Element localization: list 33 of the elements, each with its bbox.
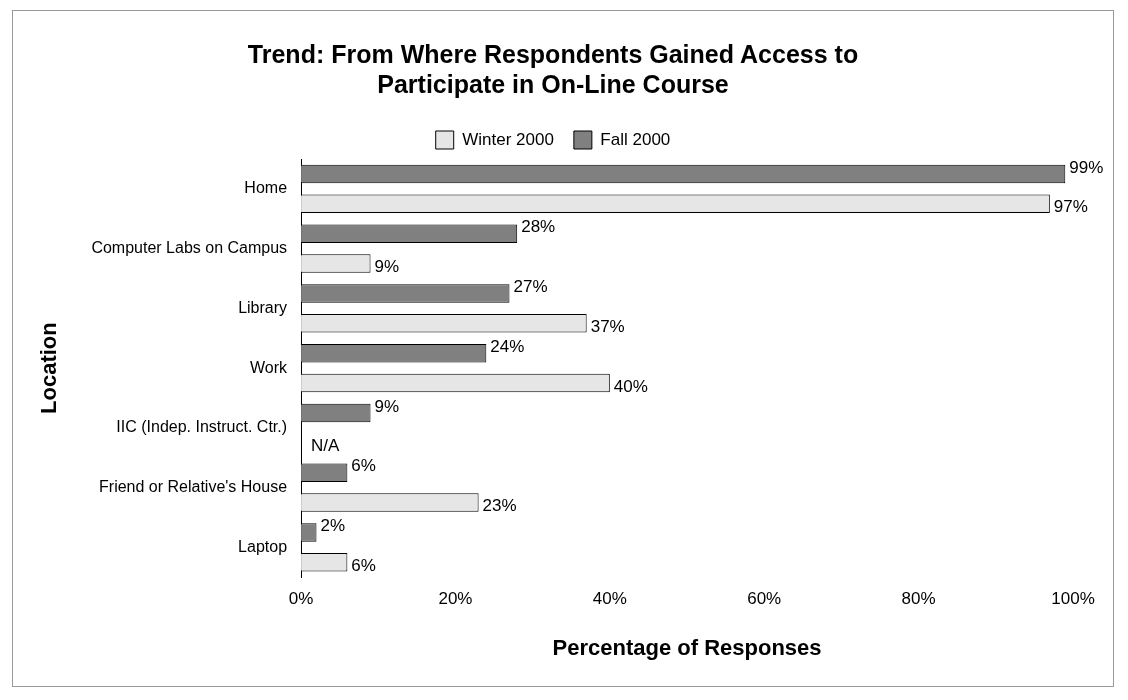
text: N/A bbox=[311, 436, 340, 456]
data-label: 6% bbox=[351, 456, 376, 476]
y-tick-label: Computer Labs on Campus bbox=[91, 239, 288, 257]
data-label: 97% bbox=[1053, 197, 1088, 217]
legend-label: Winter 2000 bbox=[462, 129, 554, 149]
x-tick-label: 100% bbox=[1051, 589, 1095, 609]
data-label: 27% bbox=[513, 277, 548, 297]
data-label: 99% bbox=[1069, 157, 1104, 177]
data-label: 9% bbox=[374, 257, 400, 277]
text: Participate in On-Line Course bbox=[377, 69, 729, 98]
data-label: 24% bbox=[490, 336, 525, 356]
y-tick-label: Library bbox=[238, 298, 288, 316]
x-tick-label: 20% bbox=[438, 589, 473, 609]
x-tick-label: 40% bbox=[592, 589, 627, 609]
y-tick-label: IIC (Indep. Instruct. Ctr.) bbox=[116, 418, 288, 436]
x-tick-label: 0% bbox=[288, 589, 314, 609]
y-tick-label: Work bbox=[250, 358, 289, 376]
text: Trend: From Where Respondents Gained Access to bbox=[247, 39, 859, 68]
data-label: 40% bbox=[613, 376, 648, 396]
data-label: 37% bbox=[590, 316, 625, 336]
y-tick-label: Laptop bbox=[238, 537, 288, 555]
data-label: 28% bbox=[521, 217, 556, 237]
x-tick-label: 60% bbox=[747, 589, 782, 609]
data-label: 2% bbox=[320, 516, 346, 536]
y-tick-label: Friend or Relative's House bbox=[99, 477, 288, 495]
data-label: 23% bbox=[482, 496, 517, 516]
y-axis-title: Location bbox=[36, 322, 62, 414]
x-axis-title: Percentage of Responses bbox=[552, 634, 822, 660]
data-label: 6% bbox=[351, 555, 376, 575]
data-label: 9% bbox=[374, 396, 400, 416]
y-tick-label: Home bbox=[244, 179, 288, 197]
x-tick-label: 80% bbox=[901, 589, 936, 609]
legend-label: Fall 2000 bbox=[600, 129, 671, 149]
